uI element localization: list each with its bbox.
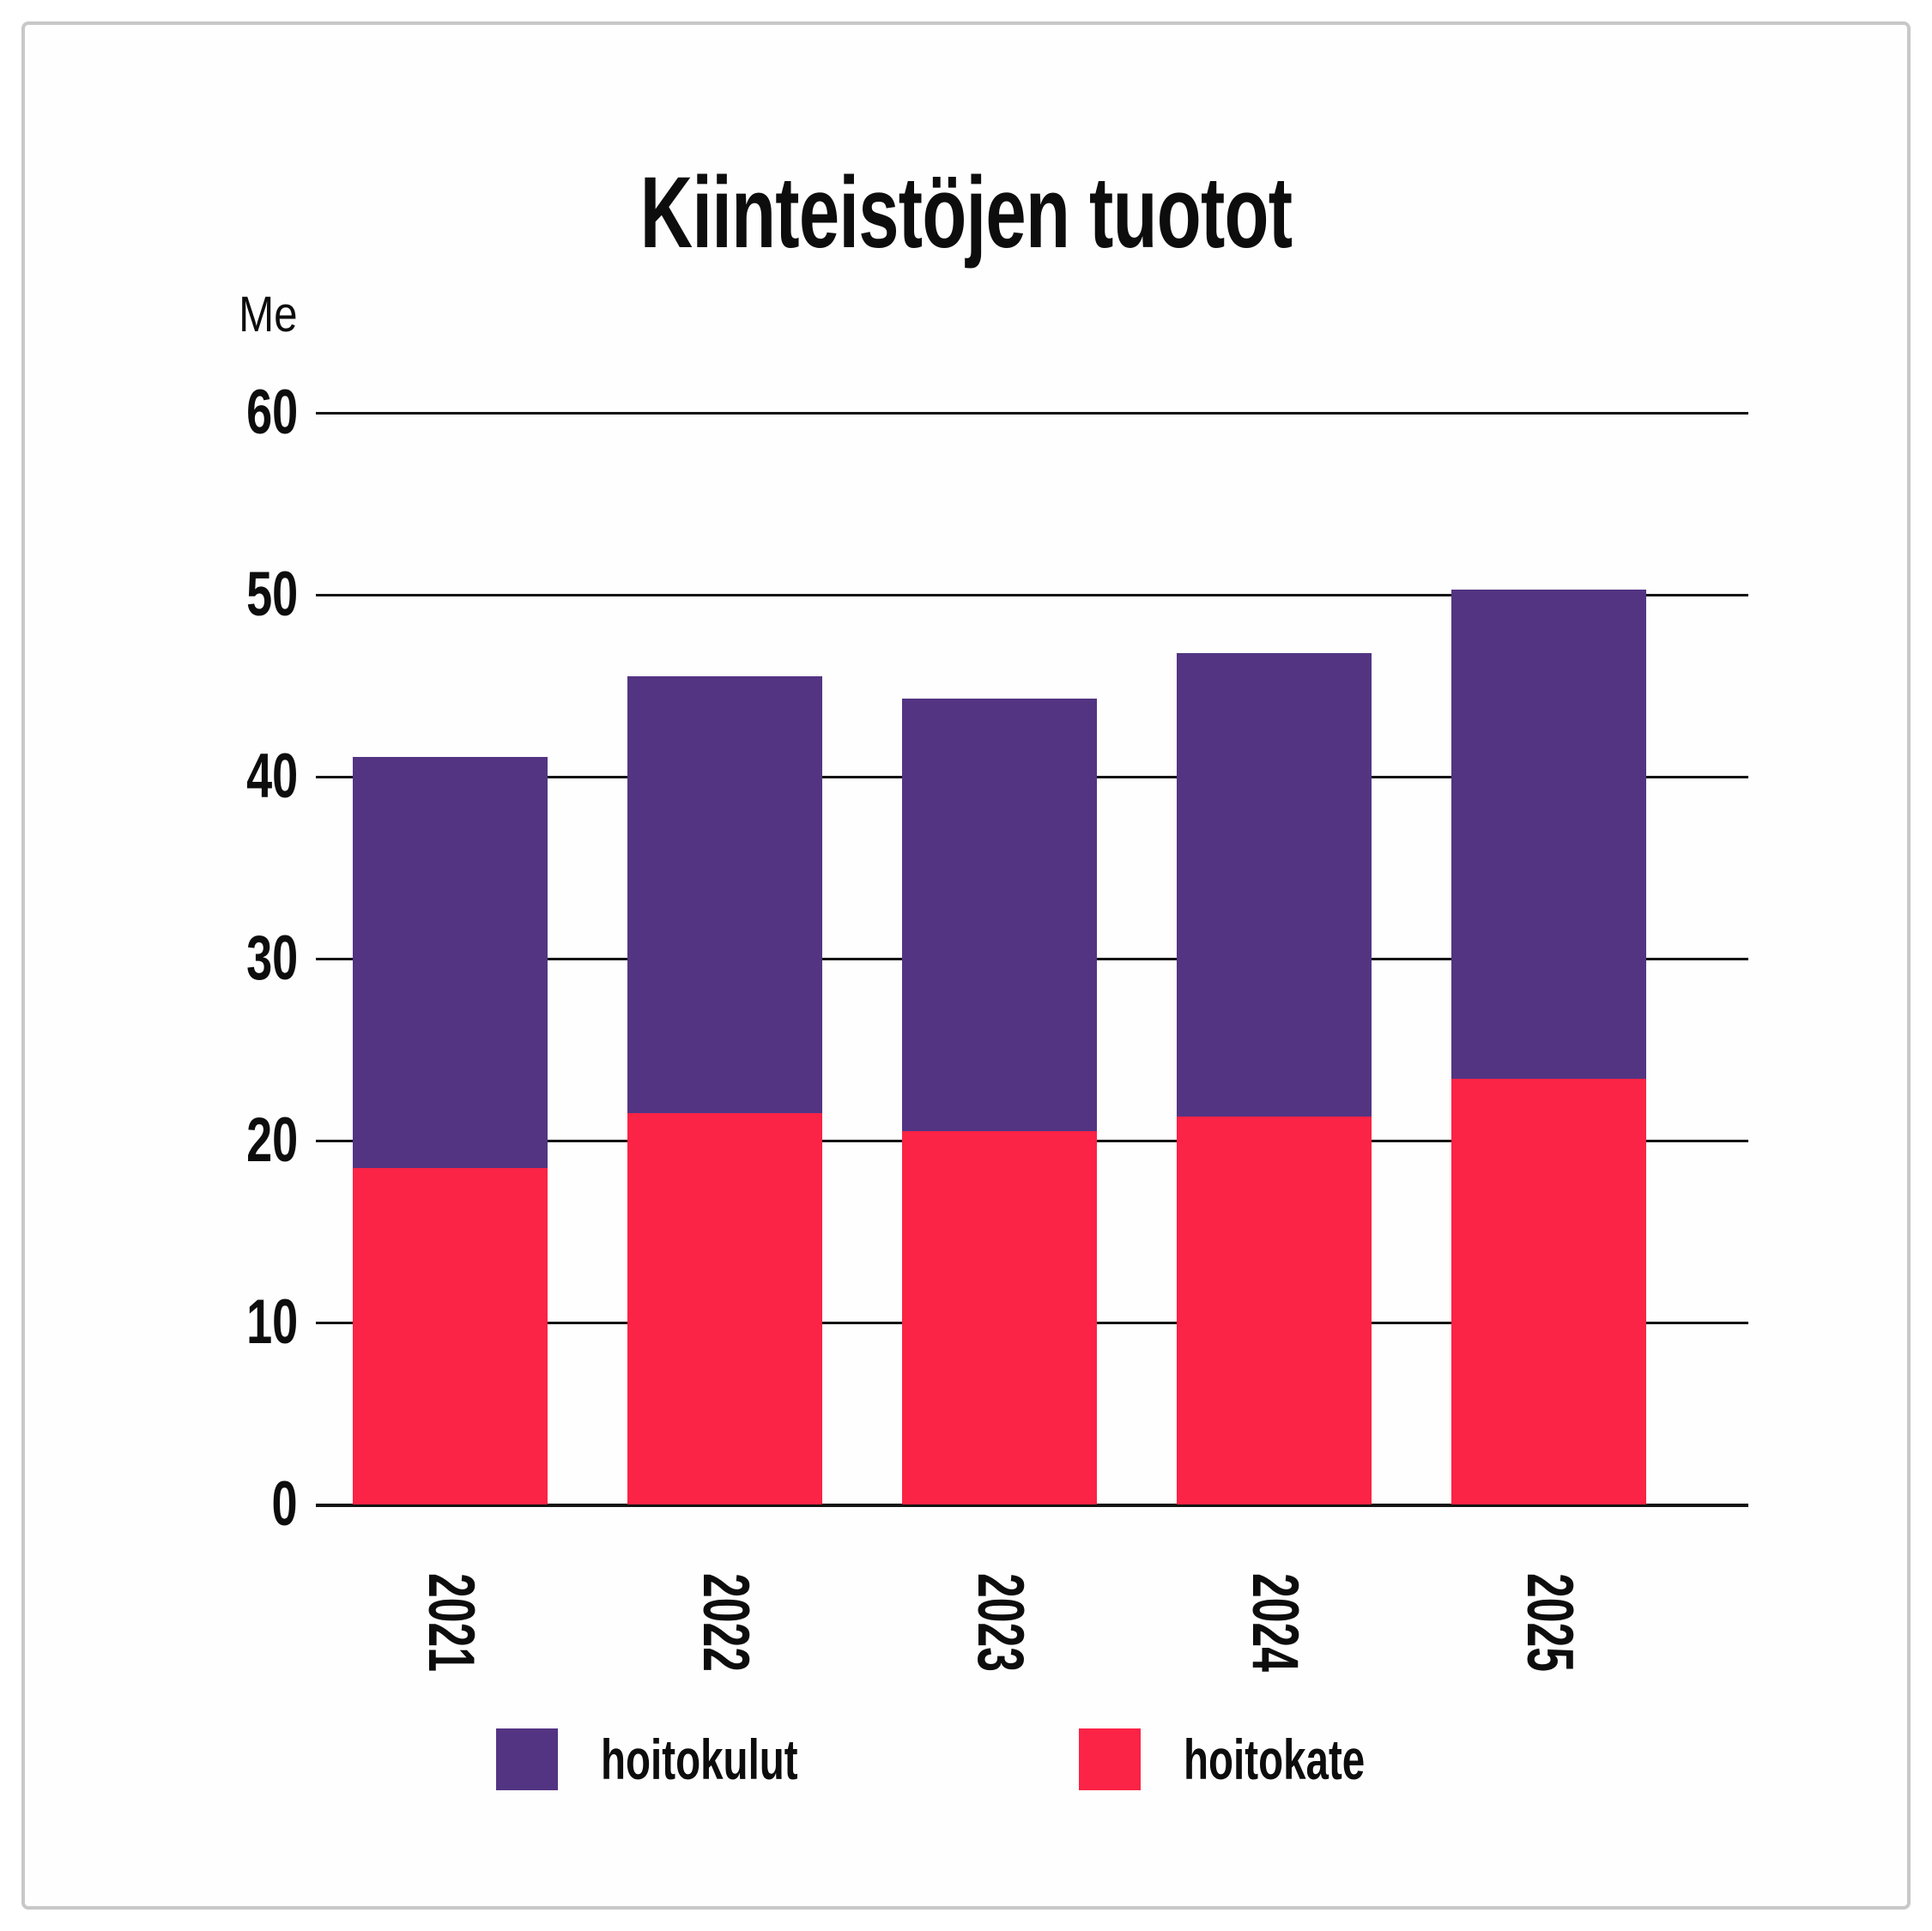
- gridline-y-60: [316, 412, 1748, 415]
- y-tick-label: 60: [245, 378, 298, 447]
- y-tick-label: 20: [245, 1105, 298, 1175]
- bar-2023-hoitokulut: [902, 698, 1097, 1132]
- x-tick-label-2023: 2023: [963, 1573, 1037, 1672]
- chart-title: Kiinteistöjen tuotot: [639, 156, 1293, 269]
- y-tick-label: 10: [245, 1287, 298, 1357]
- gridline-y-0: [316, 1504, 1748, 1507]
- bar-2025-hoitokate: [1451, 1078, 1646, 1504]
- y-axis-unit-row: Me: [0, 286, 298, 343]
- chart-legend: hoitokulut hoitokate: [0, 1727, 1932, 1792]
- bar-2022-hoitokate: [627, 1113, 822, 1504]
- y-tick-label-row-30: 30: [0, 926, 298, 991]
- y-tick-label-row-50: 50: [0, 562, 298, 627]
- y-tick-label: 40: [245, 742, 298, 811]
- legend-swatch-hoitokulut: [496, 1728, 559, 1790]
- legend-label-hoitokulut: hoitokulut: [601, 1728, 798, 1791]
- y-tick-label-row-60: 60: [0, 380, 298, 445]
- y-tick-label-row-40: 40: [0, 744, 298, 809]
- legend-swatch-hoitokate: [1079, 1728, 1142, 1790]
- bar-2025-hoitokulut: [1451, 589, 1646, 1079]
- x-tick-label-2021: 2021: [414, 1573, 488, 1672]
- y-tick-label: 50: [245, 560, 298, 629]
- y-tick-label-row-20: 20: [0, 1108, 298, 1173]
- gridline-y-50: [316, 594, 1748, 596]
- y-tick-label: 0: [271, 1469, 298, 1539]
- legend-label-hoitokate: hoitokate: [1184, 1728, 1366, 1791]
- bar-2022-hoitokulut: [627, 676, 822, 1114]
- bar-2021-hoitokulut: [353, 756, 548, 1168]
- y-tick-label: 30: [245, 923, 298, 993]
- y-tick-label-row-0: 0: [0, 1472, 298, 1537]
- legend-item-hoitokulut: hoitokulut: [496, 1727, 875, 1792]
- bar-2023-hoitokate: [902, 1131, 1097, 1504]
- y-tick-label-row-10: 10: [0, 1290, 298, 1355]
- bar-2024-hoitokate: [1177, 1117, 1372, 1504]
- legend-item-hoitokate: hoitokate: [1079, 1727, 1435, 1792]
- chart-title-row: Kiinteistöjen tuotot: [0, 156, 1932, 269]
- bar-2021-hoitokate: [353, 1167, 548, 1504]
- x-tick-label-2025: 2025: [1512, 1573, 1586, 1672]
- y-axis-unit-label: Me: [239, 287, 298, 342]
- bar-2024-hoitokulut: [1177, 652, 1372, 1117]
- x-tick-label-2024: 2024: [1238, 1573, 1311, 1672]
- x-tick-label-2022: 2022: [688, 1573, 762, 1672]
